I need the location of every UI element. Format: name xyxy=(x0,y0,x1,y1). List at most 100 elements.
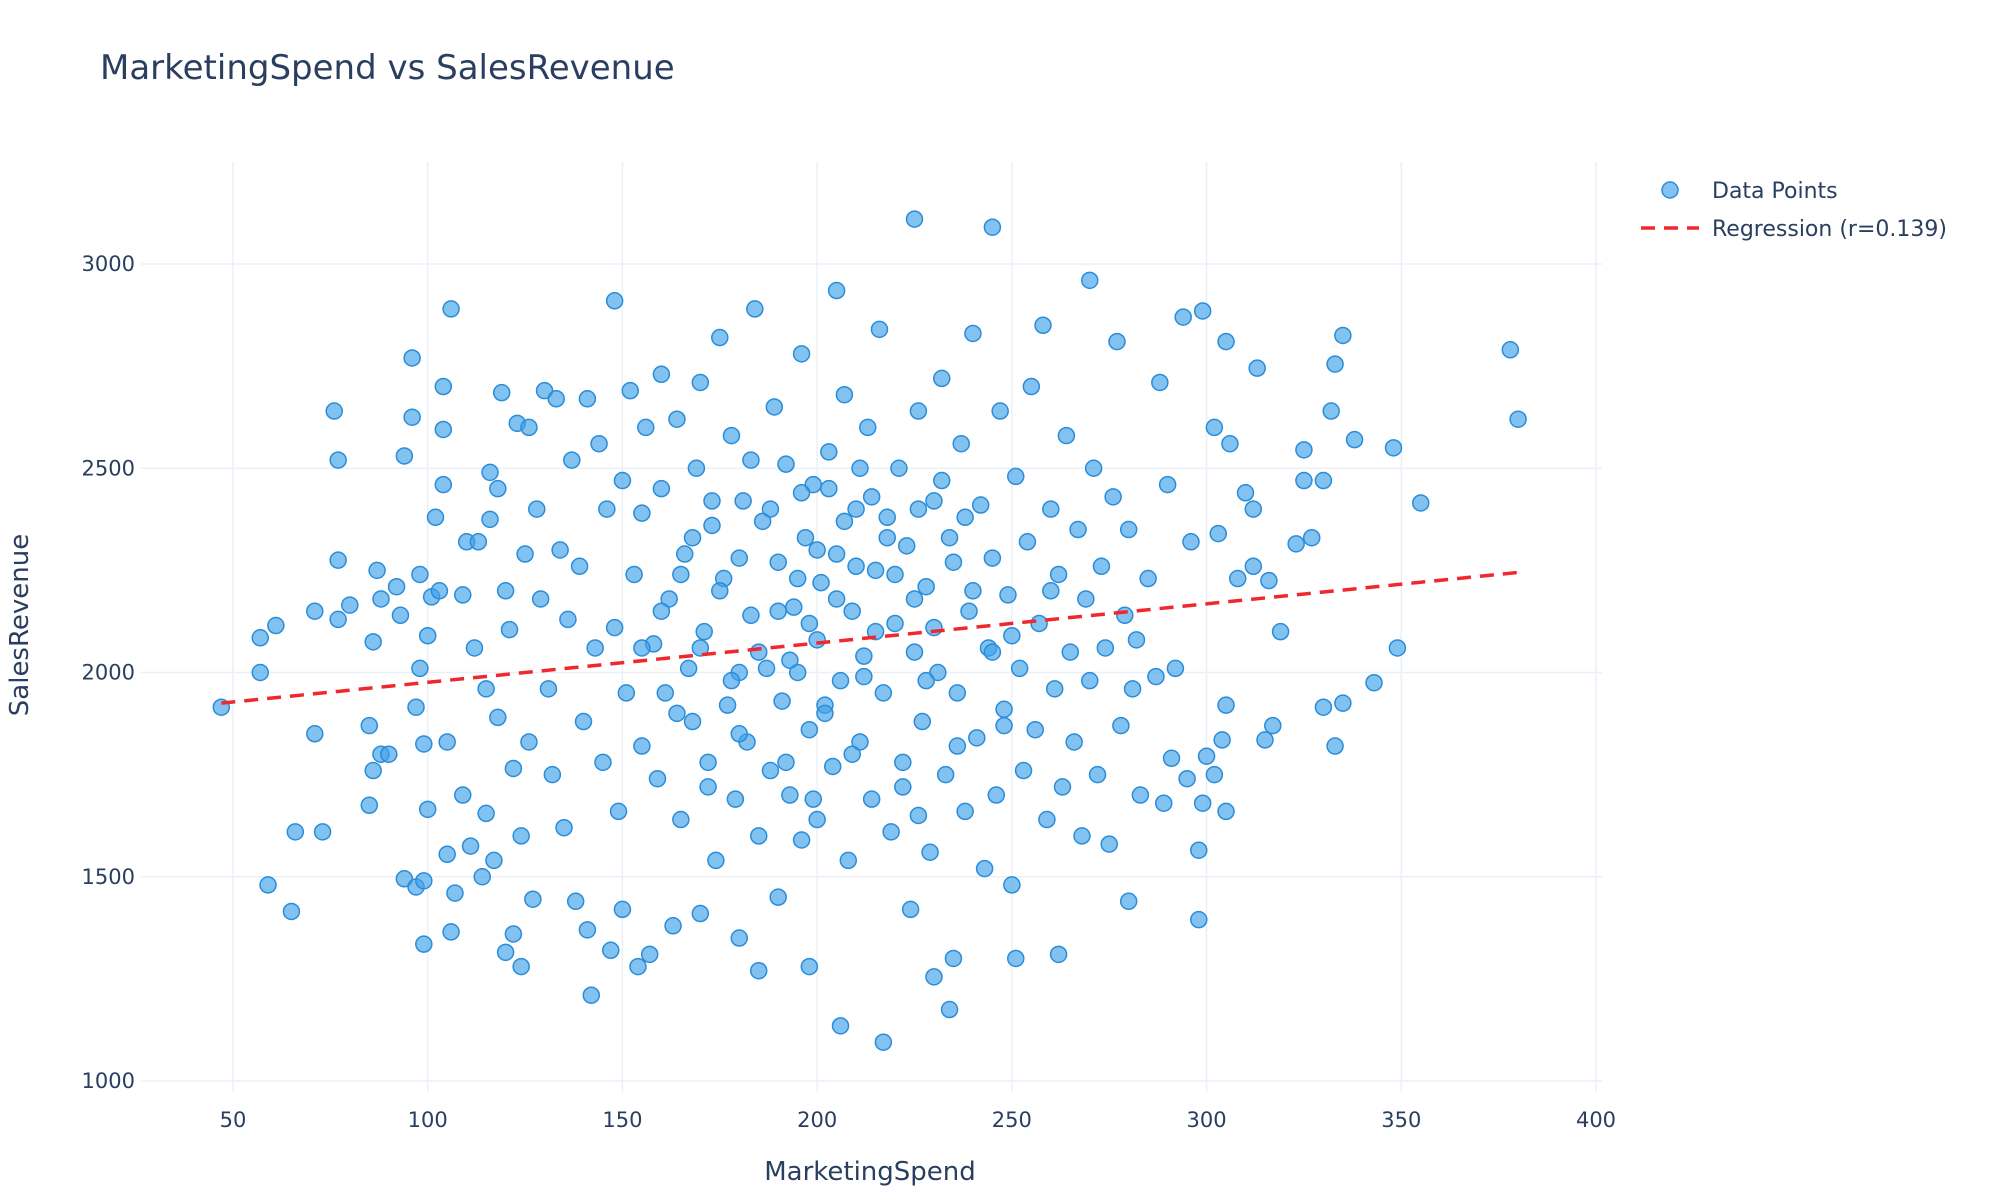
data-point xyxy=(983,643,1002,661)
data-point xyxy=(1026,720,1044,739)
data-point xyxy=(1388,639,1407,657)
data-point xyxy=(598,500,616,518)
data-point xyxy=(936,765,955,784)
data-point xyxy=(925,968,943,986)
data-point xyxy=(1217,332,1235,351)
data-point xyxy=(481,510,499,529)
data-point xyxy=(364,761,382,780)
data-point xyxy=(1326,355,1344,373)
x-tick-label: 150 xyxy=(602,1108,642,1132)
data-point xyxy=(944,949,963,968)
legend[interactable]: Data Points Regression (r=0.139) xyxy=(1641,179,1947,242)
data-point xyxy=(1061,643,1080,661)
data-point xyxy=(886,565,904,584)
data-point xyxy=(489,479,507,498)
data-point xyxy=(582,986,601,1004)
data-point xyxy=(703,492,721,510)
data-point xyxy=(415,872,433,890)
data-point xyxy=(691,373,710,392)
data-point xyxy=(434,475,453,494)
data-point xyxy=(461,837,480,855)
data-point xyxy=(707,851,725,870)
x-axis-title: MarketingSpend xyxy=(764,1157,976,1187)
data-point xyxy=(652,365,671,384)
data-point xyxy=(1034,316,1052,335)
data-point xyxy=(574,712,593,731)
data-point xyxy=(1084,459,1103,477)
data-point xyxy=(675,545,694,563)
data-point xyxy=(730,725,749,743)
data-point xyxy=(364,633,382,651)
data-point xyxy=(380,745,398,763)
data-point xyxy=(890,459,908,477)
data-point xyxy=(415,935,433,953)
x-tick-label: 300 xyxy=(1187,1108,1227,1132)
data-point xyxy=(983,218,1002,236)
data-point xyxy=(1042,582,1060,600)
data-point xyxy=(473,868,491,886)
data-point xyxy=(633,504,651,522)
legend-item-regression[interactable]: Regression (r=0.139) xyxy=(1641,217,1947,242)
data-point xyxy=(407,698,425,716)
data-point xyxy=(1205,418,1224,437)
data-point xyxy=(1166,659,1185,678)
data-point xyxy=(909,806,928,825)
x-tick-label: 400 xyxy=(1576,1108,1616,1132)
data-point xyxy=(683,528,702,547)
data-point xyxy=(777,753,795,772)
data-point xyxy=(933,471,951,490)
data-point xyxy=(1096,639,1115,657)
data-point xyxy=(933,369,951,388)
data-point xyxy=(1003,626,1021,645)
data-point xyxy=(703,516,721,535)
data-point xyxy=(711,328,729,347)
data-point xyxy=(785,598,803,616)
data-point xyxy=(446,884,464,902)
y-axis-title: SalesRevenue xyxy=(5,534,35,716)
legend-label-regression: Regression (r=0.139) xyxy=(1712,217,1947,242)
regression-line xyxy=(221,570,1519,705)
data-point xyxy=(1049,565,1068,584)
data-point xyxy=(469,533,488,551)
data-point xyxy=(878,528,896,547)
data-point xyxy=(1123,680,1142,698)
data-point xyxy=(672,810,690,829)
data-point xyxy=(1119,892,1138,911)
data-point xyxy=(613,900,632,919)
data-point xyxy=(835,385,854,404)
data-point xyxy=(691,904,710,923)
data-point xyxy=(640,945,659,964)
data-point xyxy=(387,577,406,596)
data-point xyxy=(609,802,628,821)
data-point xyxy=(956,802,974,821)
data-point xyxy=(1244,557,1263,576)
data-point xyxy=(1209,524,1228,543)
data-point xyxy=(753,512,772,531)
data-point xyxy=(668,410,686,428)
data-point xyxy=(563,451,581,469)
data-point xyxy=(531,590,550,608)
data-point xyxy=(1119,520,1138,539)
legend-item-data-points[interactable]: Data Points xyxy=(1661,179,1838,204)
data-point xyxy=(827,590,846,608)
data-point xyxy=(964,582,982,600)
data-point xyxy=(652,602,671,620)
data-point xyxy=(948,737,967,755)
data-point xyxy=(960,602,978,620)
data-point xyxy=(368,561,386,580)
data-point xyxy=(808,631,826,649)
data-point xyxy=(1193,794,1212,812)
data-point xyxy=(1365,673,1383,692)
data-point xyxy=(1193,302,1212,320)
data-point xyxy=(415,735,433,753)
data-point xyxy=(1190,841,1208,859)
data-point xyxy=(1190,910,1208,929)
data-point xyxy=(905,210,924,228)
data-point xyxy=(734,492,752,510)
data-point xyxy=(816,704,834,723)
x-tick-label: 250 xyxy=(992,1108,1032,1132)
data-point xyxy=(395,447,414,465)
data-point xyxy=(1104,488,1122,506)
data-point xyxy=(1178,769,1196,788)
